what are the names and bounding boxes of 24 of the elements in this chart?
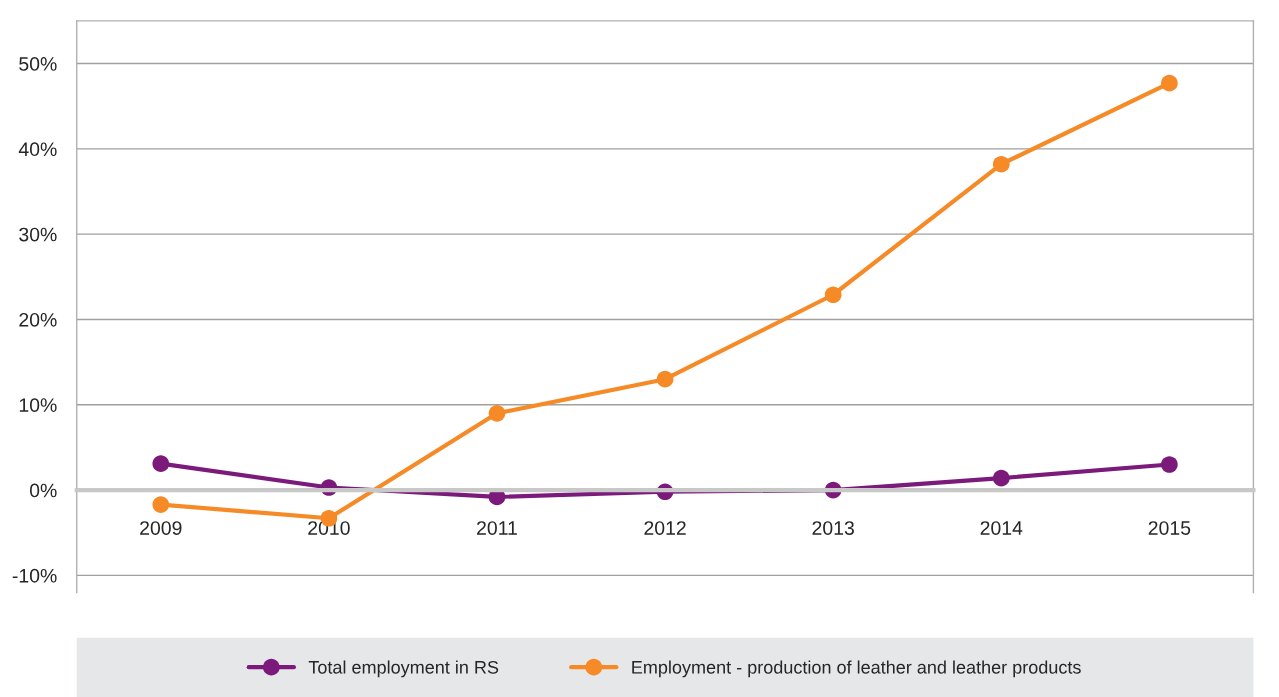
y-tick-label: 50% <box>19 57 57 71</box>
x-tick-label: 2009 <box>140 521 182 535</box>
y-tick-label: 40% <box>18 142 57 157</box>
point <box>1161 74 1178 92</box>
point <box>488 404 506 422</box>
legend-label: Employment - production of leather and leather products <box>632 660 1081 678</box>
point <box>152 496 170 513</box>
x-tick-label: 2012 <box>644 521 686 535</box>
x-tick-label: 2014 <box>980 521 1023 535</box>
point <box>992 469 1010 487</box>
y-tick-label: -10% <box>12 568 57 583</box>
point <box>992 155 1010 173</box>
point <box>1161 456 1178 473</box>
y-tick-label: 20% <box>19 312 57 327</box>
x-tick-label: 2013 <box>812 521 854 535</box>
x-tick-label: 2015 <box>1148 521 1191 535</box>
point <box>656 370 674 388</box>
point <box>152 455 170 472</box>
y-tick-label: 10% <box>19 398 57 413</box>
y-tick-label: 0% <box>29 483 57 498</box>
x-tick-label: 2011 <box>477 521 517 535</box>
point <box>824 286 842 304</box>
legend-label: Total employment in RS <box>308 660 499 678</box>
y-tick-label: 30% <box>19 227 57 242</box>
